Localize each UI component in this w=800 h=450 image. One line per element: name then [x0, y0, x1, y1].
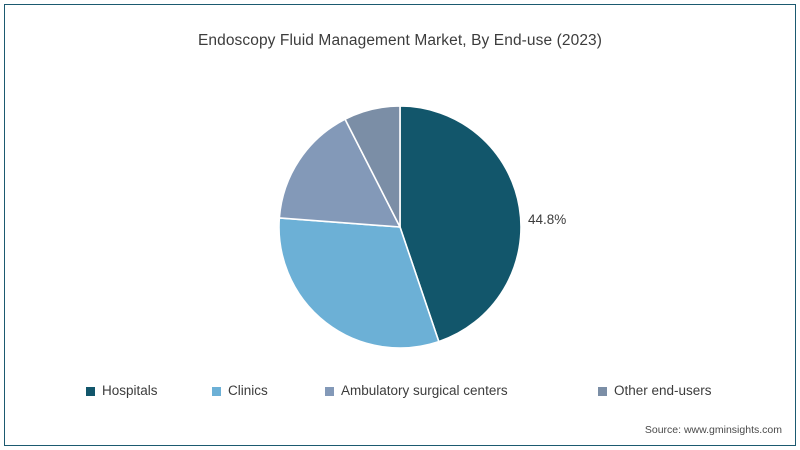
- legend-color-swatch: [598, 386, 607, 396]
- legend-item-label: Hospitals: [102, 383, 158, 399]
- pie-chart-svg: [278, 105, 522, 349]
- chart-legend: Hospitals Clinics Ambulatory surgical cent…: [0, 381, 800, 401]
- legend-item-label: Clinics: [228, 383, 268, 399]
- page-title: Endoscopy Fluid Management Market, By En…: [197, 32, 603, 49]
- pie-slice[interactable]: [278, 118, 401, 228]
- pie-slice-label-hospitals: 44.8%: [528, 212, 567, 227]
- pie-slice[interactable]: [399, 105, 522, 343]
- pie-slice[interactable]: [278, 217, 440, 349]
- legend-color-swatch: [86, 386, 95, 396]
- pie-slice[interactable]: [344, 105, 401, 228]
- legend-item[interactable]: Other end-users: [598, 381, 712, 401]
- legend-item[interactable]: Ambulatory surgical centers: [325, 381, 508, 401]
- source-attribution: Source: www.gminsights.com: [644, 424, 782, 436]
- legend-item[interactable]: Clinics: [212, 381, 268, 401]
- legend-color-swatch: [325, 386, 334, 396]
- pie-chart: [278, 105, 522, 349]
- legend-item-label: Other end-users: [614, 383, 712, 399]
- legend-item-label: Ambulatory surgical centers: [341, 383, 508, 399]
- legend-item[interactable]: Hospitals: [86, 381, 158, 401]
- legend-color-swatch: [212, 386, 221, 396]
